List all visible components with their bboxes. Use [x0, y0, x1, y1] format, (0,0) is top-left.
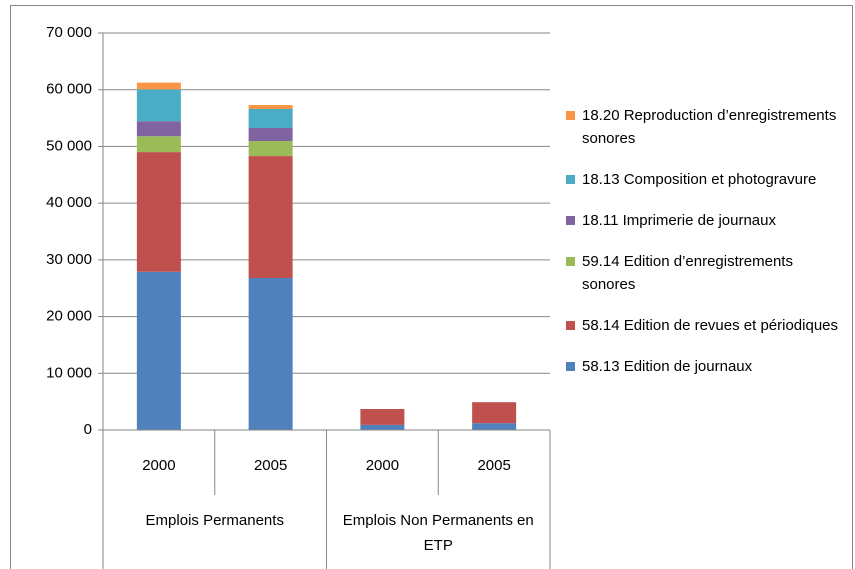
y-tick-label: 0: [84, 421, 92, 438]
legend-label: 59.14 Edition d’enregistrements sonores: [582, 253, 793, 293]
y-tick-label: 70 000: [46, 24, 92, 41]
bar-segment: [136, 89, 181, 122]
legend-label: 18.13 Composition et photogravure: [582, 171, 817, 188]
legend-label: 18.11 Imprimerie de journaux: [582, 212, 776, 229]
legend-swatch: [566, 362, 575, 371]
legend-item: 59.14 Edition d’enregistrements sonores: [566, 250, 844, 296]
legend-swatch: [566, 321, 575, 330]
legend-item: 18.20 Reproduction d’enregistrements son…: [566, 104, 844, 150]
y-tick-label: 30 000: [46, 251, 92, 268]
y-tick-label: 50 000: [46, 137, 92, 154]
bar-segment: [360, 409, 405, 425]
bar-segment: [136, 152, 181, 272]
group-label: Emplois Non Permanents en ETP: [342, 512, 534, 554]
chart-border: [10, 5, 853, 569]
bar-segment: [248, 108, 293, 128]
legend-label: 58.13 Edition de journaux: [582, 358, 753, 375]
legend: 18.20 Reproduction d’enregistrements son…: [566, 104, 846, 378]
legend-item: 58.14 Edition de revues et périodiques: [566, 314, 844, 337]
bar-segment: [472, 402, 517, 424]
x-tick-label: 2000: [366, 457, 399, 474]
legend-item: 18.11 Imprimerie de journaux: [566, 209, 844, 232]
bar-segment: [248, 105, 293, 109]
bar-segment: [248, 127, 293, 142]
bar-segment: [248, 278, 293, 430]
y-tick-label: 60 000: [46, 81, 92, 98]
legend-swatch: [566, 175, 575, 184]
x-tick-label: 2005: [477, 457, 510, 474]
bar-segment: [136, 82, 181, 90]
y-tick-label: 40 000: [46, 194, 92, 211]
x-tick-label: 2000: [142, 457, 175, 474]
bar-segment: [248, 141, 293, 157]
legend-swatch: [566, 216, 575, 225]
legend-label: 18.20 Reproduction d’enregistrements son…: [582, 107, 837, 147]
bar-segment: [360, 424, 405, 430]
legend-swatch: [566, 257, 575, 266]
legend-item: 58.13 Edition de journaux: [566, 355, 844, 378]
group-label: Emplois Permanents: [145, 512, 284, 529]
bar-segment: [136, 136, 181, 153]
bar-segment: [248, 156, 293, 279]
x-tick-label: 2005: [254, 457, 287, 474]
bar-segment: [136, 121, 181, 137]
bar-segment: [136, 271, 181, 430]
legend-item: 18.13 Composition et photogravure: [566, 168, 844, 191]
bar-segment: [472, 423, 517, 430]
y-tick-label: 20 000: [46, 308, 92, 325]
y-tick-label: 10 000: [46, 364, 92, 381]
legend-label: 58.14 Edition de revues et périodiques: [582, 317, 839, 334]
legend-swatch: [566, 111, 575, 120]
